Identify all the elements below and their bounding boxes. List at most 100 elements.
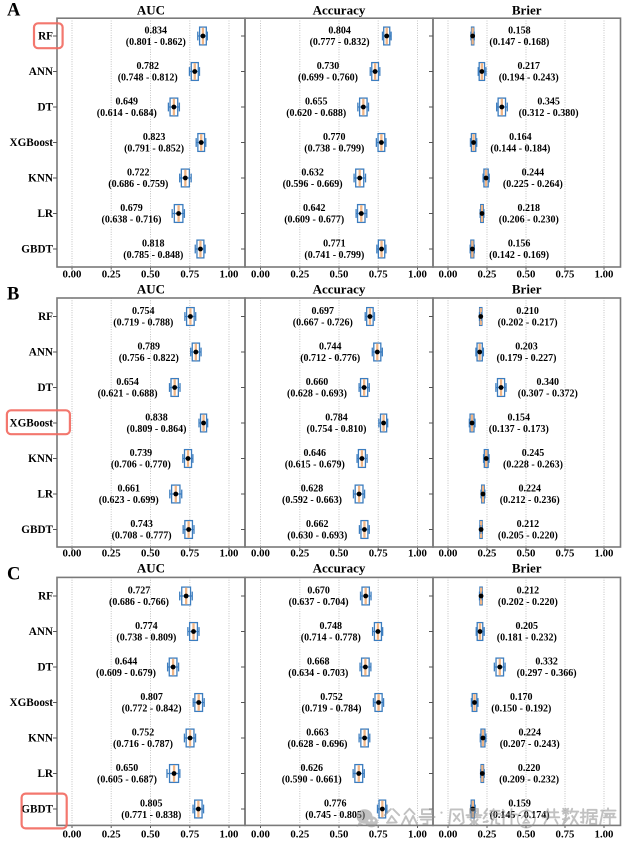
svg-text:AUC: AUC [137, 282, 165, 297]
svg-text:0.697: 0.697 [312, 306, 335, 317]
svg-text:(0.772 - 0.842): (0.772 - 0.842) [122, 703, 182, 714]
svg-text:KNN: KNN [28, 173, 53, 185]
svg-text:0.75: 0.75 [369, 828, 388, 840]
svg-text:1.00: 1.00 [220, 269, 239, 281]
svg-text:(0.202 - 0.220): (0.202 - 0.220) [498, 597, 558, 608]
svg-text:(0.809 - 0.864): (0.809 - 0.864) [127, 424, 187, 435]
svg-text:Brier: Brier [512, 3, 542, 18]
svg-text:(0.207 - 0.243): (0.207 - 0.243) [500, 739, 560, 750]
svg-text:0.203: 0.203 [515, 342, 538, 353]
svg-text:(0.147 - 0.168): (0.147 - 0.168) [489, 37, 549, 48]
svg-text:0.662: 0.662 [306, 519, 329, 530]
svg-text:0.754: 0.754 [132, 306, 155, 317]
svg-text:1.00: 1.00 [595, 828, 614, 840]
svg-text:(0.137 - 0.173): (0.137 - 0.173) [489, 424, 549, 435]
svg-text:(0.623 - 0.699): (0.623 - 0.699) [99, 495, 159, 506]
svg-text:(0.228 - 0.263): (0.228 - 0.263) [503, 459, 563, 470]
svg-text:0.217: 0.217 [517, 61, 540, 72]
svg-text:0.752: 0.752 [132, 728, 155, 739]
svg-text:0.748: 0.748 [320, 621, 343, 632]
svg-text:0.670: 0.670 [307, 586, 330, 597]
svg-text:0.00: 0.00 [251, 269, 270, 281]
svg-text:Brier: Brier [512, 560, 542, 575]
svg-text:0.642: 0.642 [303, 203, 326, 214]
svg-text:(0.756 - 0.822): (0.756 - 0.822) [119, 353, 179, 364]
svg-text:ANN: ANN [29, 626, 53, 638]
svg-text:1.00: 1.00 [595, 548, 614, 560]
svg-text:0.823: 0.823 [143, 132, 166, 143]
svg-text:0.75: 0.75 [369, 548, 388, 560]
svg-text:0.75: 0.75 [180, 269, 199, 281]
svg-text:1.00: 1.00 [408, 269, 427, 281]
svg-text:0.210: 0.210 [516, 306, 539, 317]
svg-text:(0.716 - 0.787): (0.716 - 0.787) [113, 739, 173, 750]
svg-text:(0.609 - 0.679): (0.609 - 0.679) [96, 668, 156, 679]
svg-text:(0.225 - 0.264): (0.225 - 0.264) [503, 179, 563, 190]
svg-text:0.649: 0.649 [116, 97, 139, 108]
svg-text:(0.614 - 0.684): (0.614 - 0.684) [97, 108, 157, 119]
svg-text:(0.637 - 0.704): (0.637 - 0.704) [289, 597, 349, 608]
svg-text:Brier: Brier [512, 282, 542, 297]
svg-text:LR: LR [37, 208, 53, 220]
svg-text:RF: RF [38, 31, 53, 43]
svg-text:GBDT: GBDT [21, 804, 53, 816]
svg-text:(0.630 - 0.693): (0.630 - 0.693) [287, 530, 347, 541]
svg-text:GBDT: GBDT [21, 524, 53, 536]
svg-text:LR: LR [37, 768, 53, 780]
svg-text:0.626: 0.626 [300, 763, 323, 774]
svg-text:Accuracy: Accuracy [313, 282, 366, 297]
svg-text:(0.719 - 0.788): (0.719 - 0.788) [113, 317, 173, 328]
svg-text:0.25: 0.25 [102, 828, 121, 840]
svg-text:0.50: 0.50 [330, 269, 349, 281]
svg-text:0.743: 0.743 [130, 519, 153, 530]
svg-text:0.205: 0.205 [516, 621, 539, 632]
svg-text:AUC: AUC [137, 560, 165, 575]
svg-text:0.220: 0.220 [518, 763, 541, 774]
svg-text:0.218: 0.218 [518, 203, 541, 214]
svg-text:1.00: 1.00 [220, 548, 239, 560]
svg-text:(0.741 - 0.799): (0.741 - 0.799) [304, 250, 364, 261]
svg-text:0.75: 0.75 [556, 828, 575, 840]
svg-text:0.332: 0.332 [535, 657, 558, 668]
svg-text:RF: RF [38, 311, 53, 323]
svg-text:0.805: 0.805 [140, 799, 163, 810]
svg-text:0.164: 0.164 [509, 132, 532, 143]
svg-text:Accuracy: Accuracy [313, 560, 366, 575]
svg-text:0.224: 0.224 [518, 728, 541, 739]
svg-text:(0.754 - 0.810): (0.754 - 0.810) [307, 424, 367, 435]
svg-text:0.722: 0.722 [127, 168, 150, 179]
svg-text:0.774: 0.774 [135, 621, 158, 632]
svg-text:0.807: 0.807 [140, 692, 163, 703]
svg-text:0.646: 0.646 [304, 448, 327, 459]
svg-text:0.727: 0.727 [128, 586, 151, 597]
svg-text:0.25: 0.25 [102, 548, 121, 560]
svg-text:RF: RF [38, 591, 53, 603]
svg-text:1.00: 1.00 [220, 828, 239, 840]
svg-text:0.668: 0.668 [307, 657, 330, 668]
svg-text:0.663: 0.663 [306, 728, 329, 739]
svg-text:1.00: 1.00 [408, 828, 427, 840]
svg-text:0.834: 0.834 [145, 26, 168, 37]
svg-text:(0.615 - 0.679): (0.615 - 0.679) [285, 459, 345, 470]
svg-text:(0.620 - 0.688): (0.620 - 0.688) [286, 108, 346, 119]
svg-text:(0.609 - 0.677): (0.609 - 0.677) [284, 214, 344, 225]
svg-text:(0.194 - 0.243): (0.194 - 0.243) [499, 72, 559, 83]
svg-text:0.50: 0.50 [141, 269, 160, 281]
svg-text:LR: LR [37, 489, 53, 501]
svg-text:0.744: 0.744 [319, 342, 342, 353]
svg-text:0.789: 0.789 [138, 342, 161, 353]
svg-text:0.50: 0.50 [517, 548, 536, 560]
svg-text:(0.719 - 0.784): (0.719 - 0.784) [302, 703, 362, 714]
svg-text:(0.212 - 0.236): (0.212 - 0.236) [500, 495, 560, 506]
svg-text:(0.667 - 0.726): (0.667 - 0.726) [293, 317, 353, 328]
svg-text:0.661: 0.661 [117, 484, 140, 495]
svg-text:(0.628 - 0.696): (0.628 - 0.696) [288, 739, 348, 750]
svg-text:(0.205 - 0.220): (0.205 - 0.220) [498, 530, 558, 541]
svg-text:0.654: 0.654 [116, 377, 139, 388]
svg-text:(0.181 - 0.232): (0.181 - 0.232) [497, 632, 557, 643]
svg-text:(0.634 - 0.703): (0.634 - 0.703) [288, 668, 348, 679]
svg-text:(0.312 - 0.380): (0.312 - 0.380) [519, 108, 579, 119]
svg-text:0.644: 0.644 [115, 657, 138, 668]
svg-text:0.75: 0.75 [369, 269, 388, 281]
svg-text:0.804: 0.804 [328, 26, 351, 37]
